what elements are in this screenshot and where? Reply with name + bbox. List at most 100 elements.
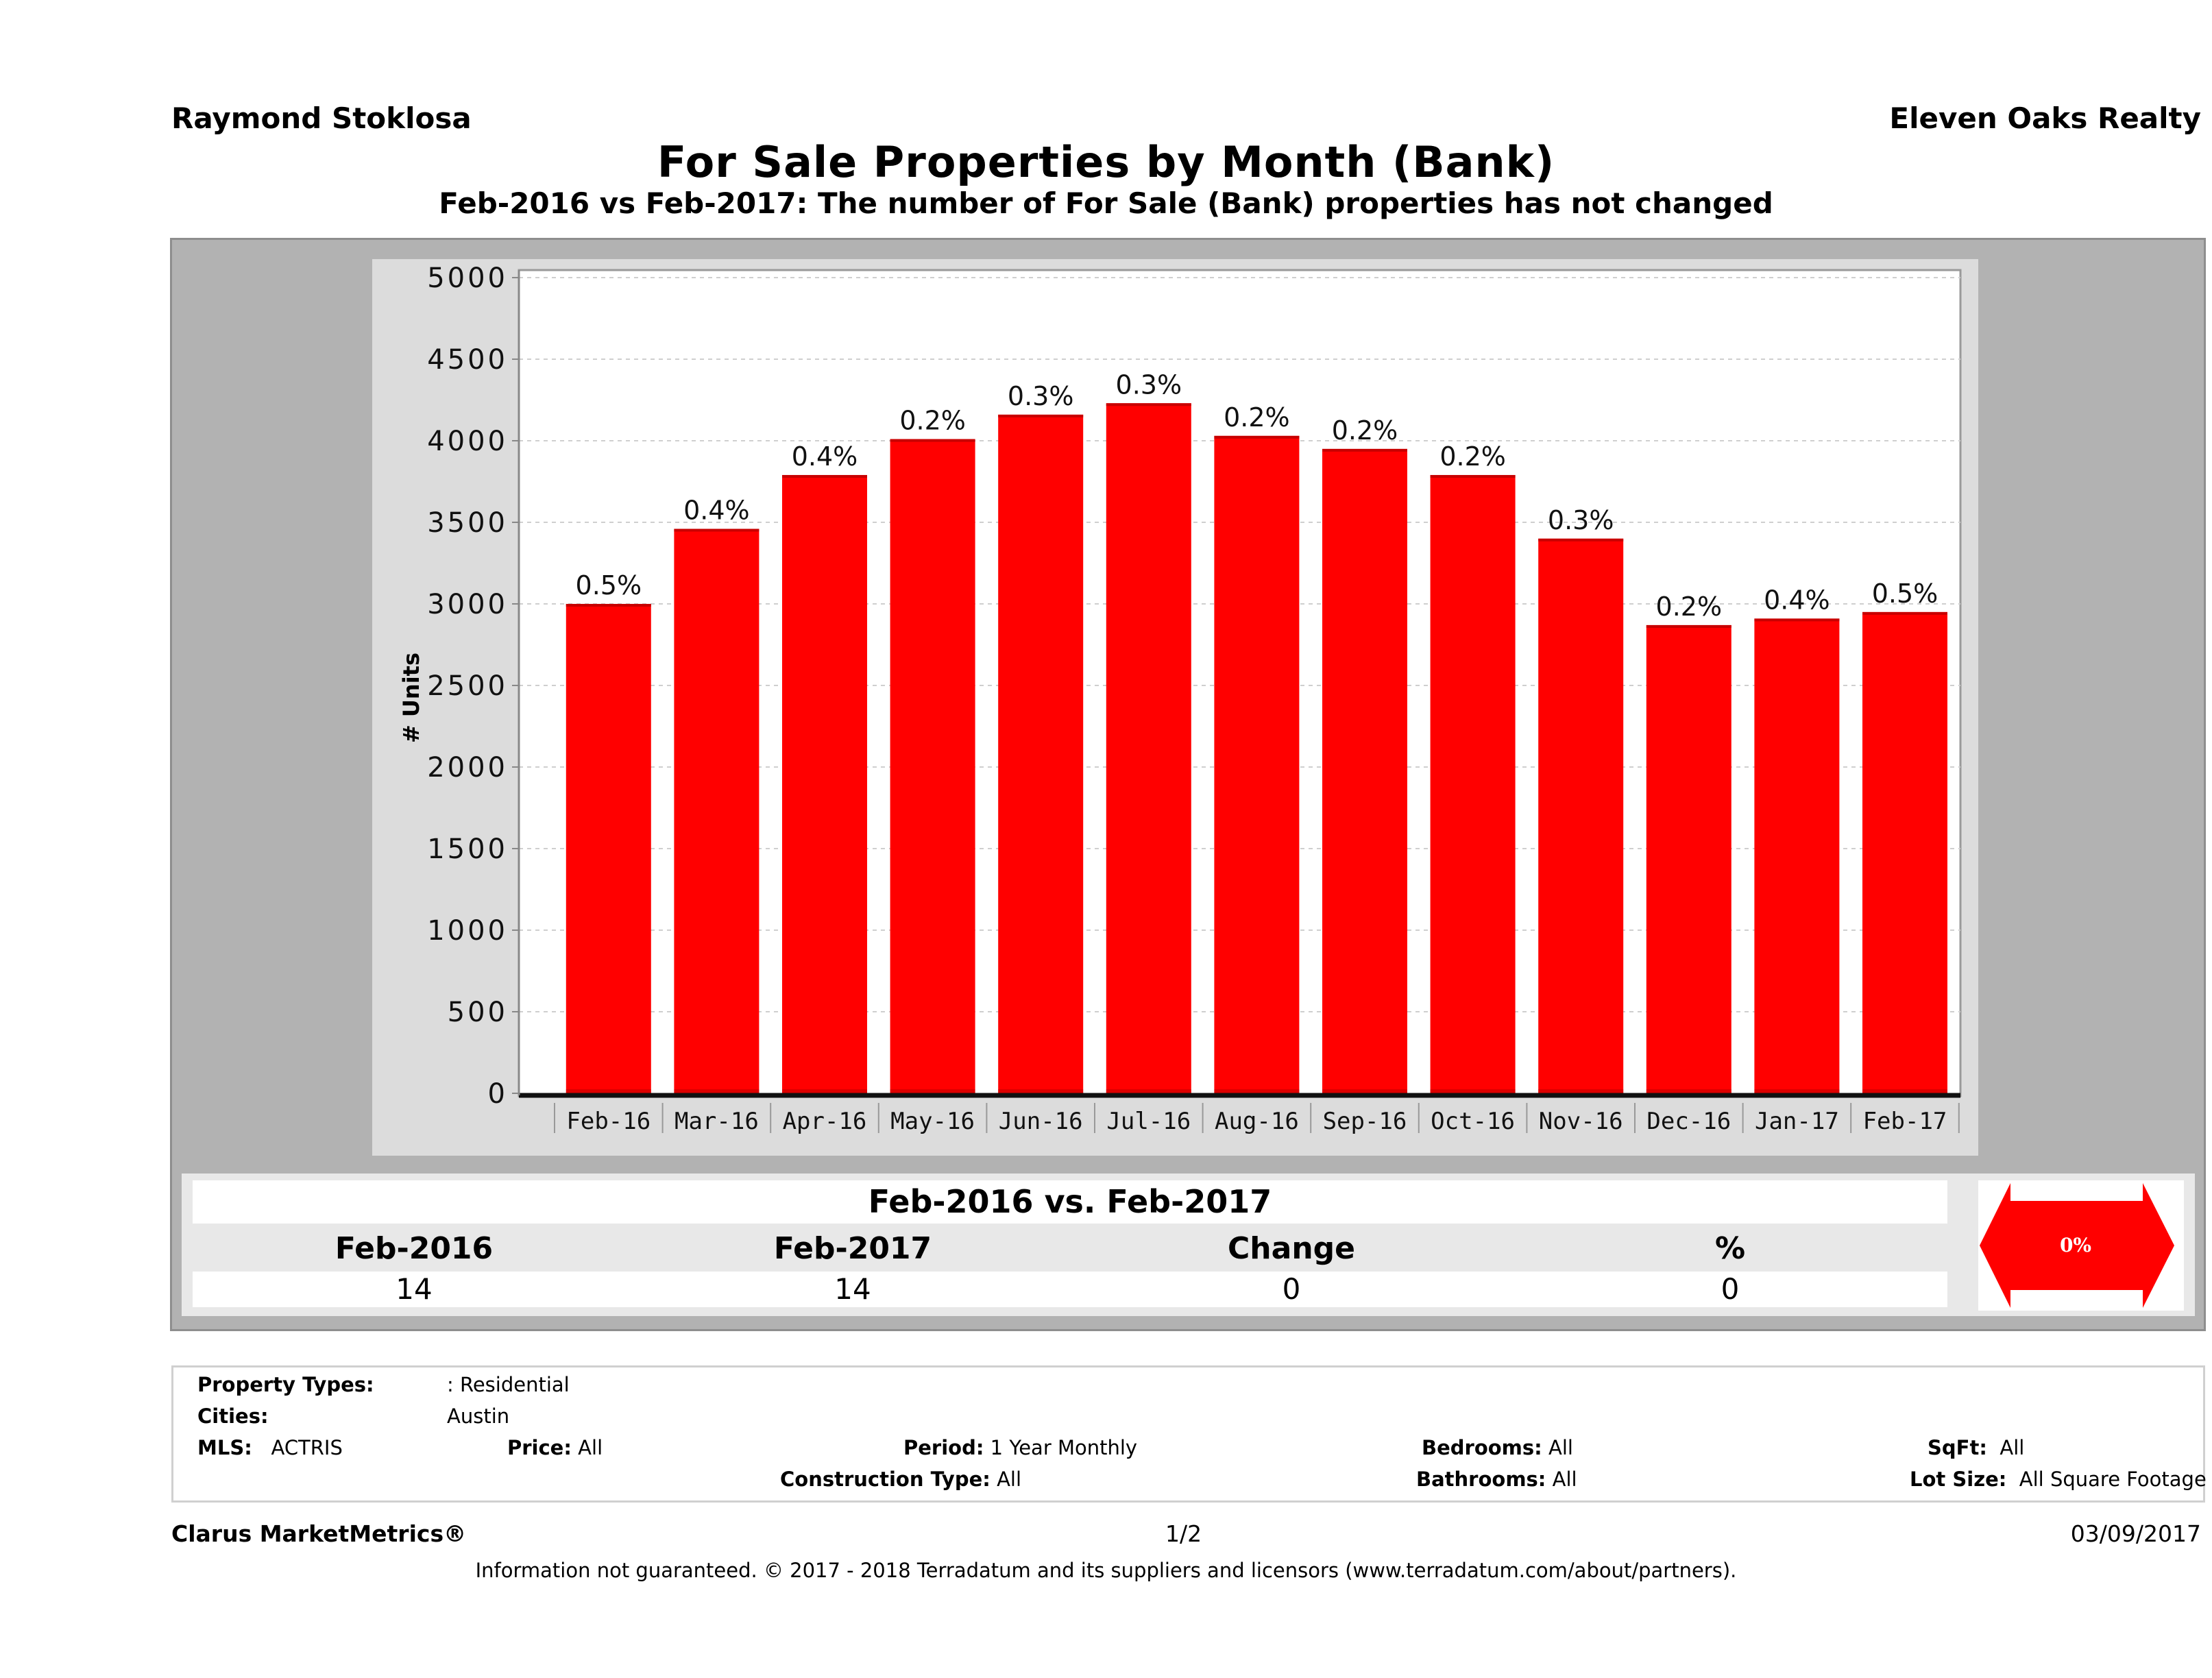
bar — [1430, 474, 1516, 1093]
data-label: 0.4% — [683, 496, 750, 526]
x-tick-label: May-16 — [890, 1108, 975, 1135]
data-label: 0.2% — [1224, 402, 1290, 433]
x-tick-label: Feb-16 — [566, 1108, 651, 1135]
criteria-construction-type: Construction Type: All — [780, 1468, 1022, 1491]
criteria-cities-value: Austin — [447, 1405, 510, 1428]
y-tick-label: 2500 — [427, 670, 508, 702]
x-tick-label: Apr-16 — [783, 1108, 867, 1135]
y-tick-label: 1500 — [427, 834, 508, 865]
bar — [1538, 538, 1624, 1093]
brokerage-name: Eleven Oaks Realty — [1889, 101, 2201, 135]
summary-header-feb-2017: Feb-2017 — [773, 1231, 932, 1266]
change-badge-label: 0% — [2060, 1234, 2091, 1256]
bar-top-edge — [998, 414, 1084, 417]
bar — [1106, 403, 1191, 1093]
data-label: 0.5% — [1872, 579, 1938, 609]
criteria-cities: Cities: — [197, 1405, 269, 1428]
data-label: 0.3% — [1116, 369, 1182, 400]
criteria-bathrooms: Bathrooms: All — [1416, 1468, 1577, 1491]
summary-value-percent: 0 — [1721, 1272, 1740, 1306]
bar-base-segment — [566, 1089, 651, 1093]
x-tick-label: Aug-16 — [1215, 1108, 1299, 1135]
summary-title: Feb-2016 vs. Feb-2017 — [193, 1180, 1947, 1224]
bar — [782, 474, 867, 1093]
criteria-lot-size: Lot Size: All Square Footage — [1910, 1468, 2207, 1491]
summary-value-feb-2017: 14 — [834, 1272, 871, 1306]
y-tick-label: 5000 — [427, 263, 508, 294]
bar — [566, 604, 651, 1093]
bar-top-edge — [1322, 448, 1407, 452]
chart-subtitle: Feb-2016 vs Feb-2017: The number of For … — [439, 186, 1773, 220]
bar-base-segment — [1106, 1089, 1191, 1093]
double-arrow-icon — [1980, 1183, 2174, 1308]
bar — [1646, 624, 1731, 1093]
bar-base-segment — [782, 1089, 867, 1093]
bar — [1754, 618, 1840, 1093]
change-badge: 0% — [1978, 1180, 2184, 1311]
x-tick-label: Mar-16 — [674, 1108, 759, 1135]
criteria-property-types-value: : Residential — [447, 1373, 570, 1396]
bar-top-edge — [1646, 624, 1731, 628]
criteria-price: Price: All — [507, 1436, 603, 1459]
agent-name: Raymond Stoklosa — [171, 101, 472, 135]
footer-page: 1/2 — [1165, 1520, 1202, 1547]
y-tick-label: 3000 — [427, 589, 508, 620]
summary-header-feb-2016: Feb-2016 — [335, 1231, 494, 1266]
bar-base-segment — [1754, 1089, 1840, 1093]
criteria-bedrooms: Bedrooms: All — [1422, 1436, 1573, 1459]
bar — [890, 439, 975, 1093]
bar-top-edge — [1214, 435, 1300, 439]
bar-base-segment — [998, 1089, 1084, 1093]
chart-title: For Sale Properties by Month (Bank) — [657, 137, 1555, 187]
criteria-sqft: SqFt: All — [1928, 1436, 2025, 1459]
bar-top-edge — [1430, 474, 1516, 478]
footer-disclaimer: Information not guaranteed. © 2017 - 201… — [475, 1559, 1737, 1582]
bar — [674, 528, 759, 1093]
y-tick-label: 500 — [448, 997, 508, 1028]
bar-top-edge — [1754, 618, 1840, 622]
bar-base-segment — [1538, 1089, 1624, 1093]
bar — [1862, 611, 1947, 1093]
bar-top-edge — [1106, 403, 1191, 406]
y-tick-label: 0 — [488, 1078, 508, 1110]
y-tick-label: 2000 — [427, 752, 508, 783]
criteria-mls: MLS: ACTRIS — [197, 1436, 343, 1459]
summary-value-change: 0 — [1282, 1272, 1301, 1306]
data-label: 0.2% — [899, 406, 966, 436]
y-tick-label: 1000 — [427, 915, 508, 947]
bar-base-segment — [1430, 1089, 1516, 1093]
bar-base-segment — [674, 1089, 759, 1093]
criteria-box — [171, 1365, 2205, 1503]
x-tick-label: Dec-16 — [1646, 1108, 1731, 1135]
bar-top-edge — [566, 604, 651, 607]
criteria-period: Period: 1 Year Monthly — [903, 1436, 1138, 1459]
data-label: 0.5% — [576, 570, 642, 600]
bar — [998, 414, 1084, 1093]
criteria-property-types: Property Types: — [197, 1373, 374, 1396]
summary-value-feb-2016: 14 — [396, 1272, 433, 1306]
bar-top-edge — [782, 474, 867, 478]
x-tick-label: Feb-17 — [1863, 1108, 1947, 1135]
bar — [1214, 435, 1300, 1093]
footer-date: 03/09/2017 — [2070, 1520, 2201, 1547]
data-label: 0.3% — [1548, 505, 1614, 535]
data-label: 0.2% — [1439, 441, 1506, 472]
x-tick-label: Jul-16 — [1106, 1108, 1191, 1135]
y-tick-label: 3500 — [427, 507, 508, 539]
y-tick-label: 4500 — [427, 344, 508, 376]
x-tick-label: Nov-16 — [1539, 1108, 1623, 1135]
footer-product: Clarus MarketMetrics® — [171, 1520, 467, 1547]
x-tick-label: Jan-17 — [1755, 1108, 1839, 1135]
bar-chart: 0 500 1000 1500 2000 2500 3000 3500 4000 4500 5000… — [398, 263, 1962, 1135]
bar-top-edge — [890, 439, 975, 442]
y-axis-label: # Units — [398, 653, 424, 743]
bar-top-edge — [674, 528, 759, 532]
data-label: 0.4% — [792, 441, 858, 472]
data-label: 0.2% — [1656, 592, 1723, 622]
bar-top-edge — [1862, 611, 1947, 615]
x-tick-label: Oct-16 — [1431, 1108, 1515, 1135]
x-tick-label: Jun-16 — [999, 1108, 1083, 1135]
bar-base-segment — [1862, 1089, 1947, 1093]
bar — [1322, 448, 1407, 1093]
data-label: 0.2% — [1332, 415, 1398, 446]
